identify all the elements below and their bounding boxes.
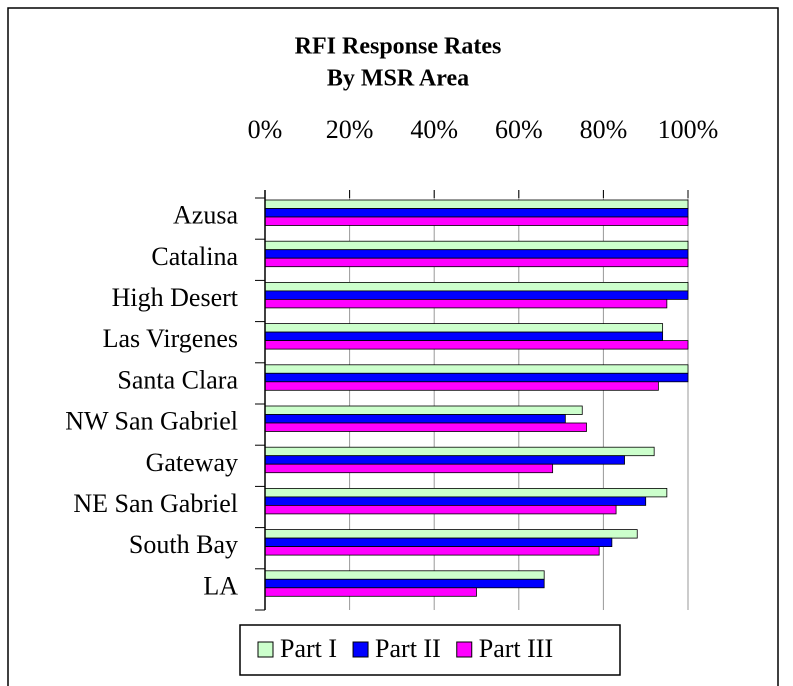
bar xyxy=(264,216,689,226)
bar xyxy=(264,323,664,333)
bar xyxy=(264,496,647,506)
bar xyxy=(264,463,554,474)
y-tick-label: NW San Gabriel xyxy=(65,407,238,436)
x-tick-label: 20% xyxy=(326,115,374,144)
bar xyxy=(264,455,625,465)
bar xyxy=(264,249,689,259)
bar xyxy=(264,504,617,515)
legend-box xyxy=(239,624,621,676)
legend-label: Part II xyxy=(375,634,441,663)
x-tick-label: 80% xyxy=(580,115,628,144)
bar xyxy=(264,405,583,415)
chart-title: RFI Response Rates xyxy=(295,34,502,60)
y-tick-label: High Desert xyxy=(112,283,239,312)
y-tick-label: LA xyxy=(203,571,238,600)
legend-swatch xyxy=(257,641,274,658)
bar xyxy=(264,587,477,597)
legend-swatch xyxy=(352,641,369,658)
legend-label: Part III xyxy=(479,634,553,663)
bar xyxy=(264,546,600,556)
y-tick-label: Las Virgenes xyxy=(103,324,238,353)
bar xyxy=(264,331,664,342)
bar xyxy=(264,422,587,432)
legend-swatch xyxy=(456,641,473,658)
legend-label: Part I xyxy=(280,634,337,663)
bar xyxy=(264,372,689,383)
bar xyxy=(264,414,566,424)
bar xyxy=(264,570,545,580)
bar xyxy=(264,257,689,268)
bar xyxy=(264,381,659,391)
bar xyxy=(264,446,655,457)
bar xyxy=(264,578,545,589)
x-tick-label: 0% xyxy=(248,115,283,144)
y-tick-label: NE San Gabriel xyxy=(73,489,238,518)
bar xyxy=(264,529,638,539)
bar xyxy=(264,298,668,309)
x-tick-label: 60% xyxy=(495,115,543,144)
bar xyxy=(264,199,689,209)
x-tick-label: 100% xyxy=(658,115,719,144)
y-tick-label: Catalina xyxy=(151,242,238,271)
y-tick-label: Gateway xyxy=(146,448,238,477)
bar xyxy=(264,487,668,498)
x-tick-label: 40% xyxy=(410,115,458,144)
bar xyxy=(264,340,689,350)
y-tick-label: Santa Clara xyxy=(117,365,238,394)
chart-subtitle: By MSR Area xyxy=(327,66,469,92)
bar xyxy=(264,537,613,547)
bar xyxy=(264,208,689,218)
bar xyxy=(264,240,689,251)
bar xyxy=(264,364,689,374)
y-tick-label: South Bay xyxy=(129,530,238,559)
y-tick-label: Azusa xyxy=(173,201,238,230)
bar xyxy=(264,281,689,292)
bar xyxy=(264,290,689,300)
